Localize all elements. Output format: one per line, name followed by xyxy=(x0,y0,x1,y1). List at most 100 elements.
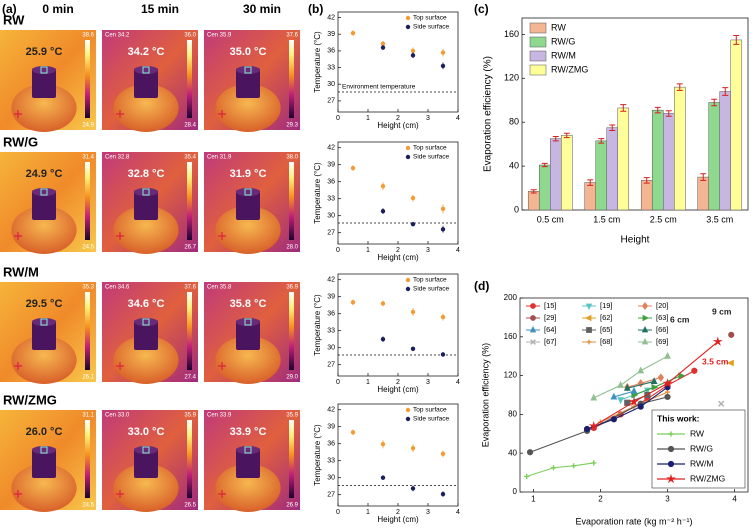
cursor-cross xyxy=(14,232,22,240)
x-tick-label: 0 xyxy=(336,115,340,122)
cursor-cross xyxy=(218,490,226,498)
marker xyxy=(585,314,592,322)
sample-holder xyxy=(113,84,179,132)
sample-body xyxy=(134,320,158,350)
x-tick-label: 1 xyxy=(366,247,370,254)
cursor-cross xyxy=(116,232,124,240)
cursor-box xyxy=(40,318,48,326)
sample-holder xyxy=(113,464,179,512)
y-tick-label: 120 xyxy=(504,371,518,380)
color-scale xyxy=(289,420,294,498)
y-tick-label: 36 xyxy=(327,179,335,186)
sample-holder xyxy=(11,206,77,254)
y-tick-label: 27 xyxy=(327,362,335,369)
scale-max: 35.4 xyxy=(184,155,196,161)
sample-holder xyxy=(113,206,179,254)
error-bar xyxy=(609,124,616,131)
data-point xyxy=(410,48,416,54)
bar xyxy=(651,109,664,211)
panel-label: (a) xyxy=(2,2,17,16)
sample-top xyxy=(236,446,260,454)
sample-body xyxy=(134,68,158,98)
marker xyxy=(664,351,671,359)
bar xyxy=(538,164,551,211)
sample-holder xyxy=(215,84,281,132)
scale-min: 24.5 xyxy=(82,503,94,509)
marker xyxy=(588,420,599,431)
column-header: 0 min xyxy=(42,2,73,16)
cursor-cross xyxy=(14,490,22,498)
x-tick-label: 3 xyxy=(426,509,430,516)
y-tick-label: 27 xyxy=(327,492,335,499)
x-axis-title: Height (cm) xyxy=(377,121,419,130)
scale-min: 26.9 xyxy=(286,503,298,509)
y-tick-label: 36 xyxy=(327,441,335,448)
thermal-image: 35.9 26.9 Cen 33.9 33.9 °C xyxy=(204,410,300,512)
data-point xyxy=(380,208,386,214)
y-tick-label: 160 xyxy=(504,332,518,341)
marker xyxy=(550,465,557,471)
annotation: 3.5 cm xyxy=(702,356,729,366)
data-point xyxy=(410,486,416,491)
legend-title: This work: xyxy=(657,413,700,423)
center-reading: Cen 33.9 xyxy=(207,413,232,419)
scale-min: 26.7 xyxy=(184,245,196,251)
color-scale xyxy=(85,292,90,370)
y-tick-label: 40 xyxy=(508,448,517,457)
series-line xyxy=(593,341,719,427)
cursor-box xyxy=(40,446,48,454)
marker xyxy=(617,381,624,388)
x-tick-label: 2 xyxy=(396,379,400,386)
sample-body xyxy=(236,68,260,98)
marker xyxy=(667,460,675,468)
temperature-label: 25.9 °C xyxy=(26,46,63,58)
cursor-cross xyxy=(218,362,226,370)
data-point xyxy=(380,336,386,342)
bar xyxy=(730,39,743,211)
x-axis-title: Height xyxy=(621,235,650,246)
sample-top xyxy=(32,188,56,196)
legend-label: [62] xyxy=(600,313,613,322)
y-tick-label: 39 xyxy=(327,31,335,38)
legend-label: RW/G xyxy=(690,443,713,453)
scale-max: 38.6 xyxy=(82,33,94,39)
marker xyxy=(650,377,658,384)
cursor-box xyxy=(142,66,150,74)
cursor-box xyxy=(244,188,252,196)
scale-min: 28.0 xyxy=(286,245,298,251)
cursor-box xyxy=(142,446,150,454)
legend-marker xyxy=(405,145,411,151)
x-tick-label: 3 xyxy=(426,115,430,122)
row-label: RW/G xyxy=(3,134,38,149)
sample-top xyxy=(134,446,158,454)
y-tick-label: 33 xyxy=(327,64,335,71)
legend-marker xyxy=(405,15,411,21)
series-line xyxy=(586,386,668,430)
thermal-image: 36.9 29.0 Cen 35.8 35.8 °C xyxy=(204,282,300,384)
legend-label: Side surface xyxy=(413,154,450,161)
bar xyxy=(663,113,675,211)
error-bar xyxy=(700,173,707,181)
bar xyxy=(595,140,607,211)
cursor-cross xyxy=(116,362,124,370)
error-bar xyxy=(643,177,650,184)
data-point xyxy=(440,491,446,497)
scale-min: 26.5 xyxy=(184,503,196,509)
cursor-box xyxy=(244,446,252,454)
center-reading: Cen 32.8 xyxy=(105,155,130,161)
color-scale xyxy=(85,40,90,118)
data-point xyxy=(410,53,416,58)
bar xyxy=(674,86,686,211)
y-tick-label: 30 xyxy=(327,81,335,88)
y-axis-title: Temperature (°C) xyxy=(313,162,322,224)
x-tick-label: 3 xyxy=(426,247,430,254)
data-point xyxy=(440,314,446,320)
scale-min: 29.3 xyxy=(286,123,298,129)
marker xyxy=(641,326,649,333)
x-tick-label: 1 xyxy=(366,379,370,386)
y-tick-label: 30 xyxy=(327,345,335,352)
marker xyxy=(617,397,624,405)
marker xyxy=(526,449,534,456)
x-axis-title: Height (cm) xyxy=(377,385,419,394)
